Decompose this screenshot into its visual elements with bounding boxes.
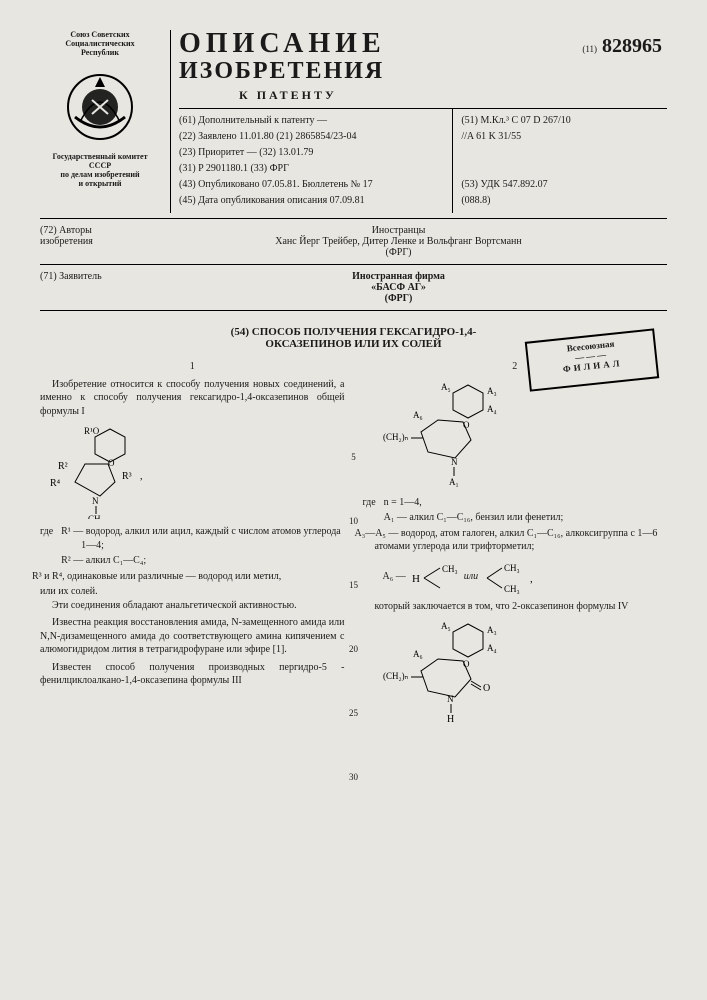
field-22: (22) Заявлено 11.01.80 (21) 2865854/23-0… xyxy=(179,129,446,145)
subtitle: К ПАТЕНТУ xyxy=(179,88,667,103)
svg-text:CH₃: CH₃ xyxy=(504,563,520,573)
meta-left: (61) Дополнительный к патенту — (22) Зая… xyxy=(179,109,453,213)
formula-4: A₅ A₃ A₄ A₆ O (CH₂)ₙ N O H xyxy=(363,619,668,729)
svg-text:R¹O: R¹O xyxy=(84,426,100,436)
ln-25: 25 xyxy=(349,709,358,718)
ln-20: 20 xyxy=(349,645,358,654)
def-r2: R² — алкил C₁—C₄; xyxy=(61,554,344,568)
committee-text: Государственный комитет СССР по делам из… xyxy=(40,152,160,188)
svg-text:A₅: A₅ xyxy=(441,621,451,631)
label-72: (72) Авторы изобретения xyxy=(40,225,130,258)
label-71: (71) Заявитель xyxy=(40,271,130,304)
svg-text:A₄: A₄ xyxy=(487,404,497,414)
patent-page: (11) 828965 Союз Советских Социалистичес… xyxy=(0,0,707,1000)
col1-p4: Известен способ получения производных пе… xyxy=(40,661,345,688)
field-53: (53) УДК 547.892.07 (088.8) xyxy=(461,177,667,209)
field-43: (43) Опубликовано 07.05.81. Бюллетень № … xyxy=(179,177,446,193)
field-45: (45) Дата опубликования описания 07.09.8… xyxy=(179,193,446,209)
where-label: где xyxy=(40,525,53,570)
union-text: Союз Советских Социалистических Республи… xyxy=(40,30,160,57)
def-r34: R³ и R⁴, одинаковые или различные — водо… xyxy=(40,570,345,584)
svg-text:R³: R³ xyxy=(122,471,132,482)
field-61: (61) Дополнительный к патенту — xyxy=(179,113,446,129)
svg-text:H: H xyxy=(412,573,420,585)
field-23: (23) Приоритет — (32) 13.01.79 xyxy=(179,145,446,161)
pub-prefix: (11) xyxy=(582,44,597,54)
a6-fragment: A₆ — H CH₃ или CH₃ CH₃, xyxy=(363,560,668,594)
svg-text:CH₃: CH₃ xyxy=(88,514,104,519)
svg-text:A₆: A₆ xyxy=(413,410,423,420)
ln-10: 10 xyxy=(349,517,358,526)
column-1: 1 Изобретение относится к способу получе… xyxy=(40,360,345,735)
ln-30: 30 xyxy=(349,773,358,782)
applicant-row: (71) Заявитель Иностранная фирма «БАСФ А… xyxy=(40,265,667,311)
svg-text:,: , xyxy=(140,471,143,482)
frag1-icon: H CH₃ xyxy=(410,560,460,594)
def-a35: A₃—A₅ — водород, атом галоген, алкил C₁—… xyxy=(363,527,668,554)
frag2-icon: CH₃ CH₃, xyxy=(482,560,537,594)
svg-text:CH₃: CH₃ xyxy=(504,584,520,594)
def-a1: A₁ — алкил C₁—C₁₆, бензил или фенетил; xyxy=(384,511,667,525)
authors-value: Иностранцы Ханс Йерг Трейбер, Дитер Ленк… xyxy=(130,225,667,258)
def-n: n = 1—4, xyxy=(384,496,667,510)
svg-text:A₃: A₃ xyxy=(487,625,497,635)
ln-5: 5 xyxy=(349,453,358,462)
svg-text:,: , xyxy=(530,573,533,585)
svg-text:A₆: A₆ xyxy=(413,649,423,659)
svg-text:O: O xyxy=(483,683,490,694)
svg-text:(CH₂)ₙ: (CH₂)ₙ xyxy=(383,432,409,442)
svg-text:N: N xyxy=(447,694,454,704)
header-block: Союз Советских Социалистических Республи… xyxy=(40,30,667,219)
applicant-value: Иностранная фирма «БАСФ АГ» (ФРГ) xyxy=(130,271,667,304)
publication-number: (11) 828965 xyxy=(582,35,662,58)
svg-text:CH₃: CH₃ xyxy=(442,564,458,574)
svg-text:N: N xyxy=(451,457,458,467)
meta-grid: (61) Дополнительный к патенту — (22) Зая… xyxy=(179,108,667,213)
formula-3: A₅ A₃ A₄ A₆ O (CH₂)ₙ N A₁ xyxy=(363,380,668,490)
field-51: (51) М.Кл.³ C 07 D 267/10 //A 61 K 31/55 xyxy=(461,113,667,145)
ussr-emblem-icon xyxy=(60,62,140,147)
col1-p1: Изобретение относится к способу получени… xyxy=(40,378,345,419)
emblem-column: Союз Советских Социалистических Республи… xyxy=(40,30,160,213)
field-31: (31) P 2901180.1 (33) ФРГ xyxy=(179,161,446,177)
authors-row: (72) Авторы изобретения Иностранцы Ханс … xyxy=(40,219,667,265)
column-2: 2 A₅A₃ A₄ A₆ O (CH₂)ₙ N A₁ где xyxy=(363,360,668,735)
svg-text:A₁: A₁ xyxy=(449,477,459,487)
col1-p2: Эти соединения обладают анальгетической … xyxy=(40,599,345,613)
col2-p1: который заключается в том, что 2-оксазеп… xyxy=(363,600,668,614)
main-title-2: ИЗОБРЕТЕНИЯ xyxy=(179,58,667,85)
where-block-2: где n = 1—4, A₁ — алкил C₁—C₁₆, бензил и… xyxy=(363,496,668,527)
svg-text:R⁴: R⁴ xyxy=(50,478,61,489)
col1-num: 1 xyxy=(40,360,345,374)
svg-text:A₅: A₅ xyxy=(441,382,451,392)
ln-15: 15 xyxy=(349,581,358,590)
svg-text:(CH₂)ₙ: (CH₂)ₙ xyxy=(383,671,409,681)
where-label-2: где xyxy=(363,496,376,527)
salts-text: или их солей. xyxy=(40,585,345,599)
svg-text:H: H xyxy=(447,714,454,725)
line-numbers: 5 10 15 20 25 30 xyxy=(349,453,358,837)
svg-text:R²: R² xyxy=(58,461,68,472)
svg-text:O: O xyxy=(463,420,470,430)
svg-text:A₄: A₄ xyxy=(487,643,497,653)
or-text: или xyxy=(464,570,478,584)
svg-text:N: N xyxy=(92,496,99,506)
svg-text:O: O xyxy=(463,659,470,669)
svg-text:A₃: A₃ xyxy=(487,386,497,396)
a6-label: A₆ — xyxy=(383,570,406,584)
col1-p3: Известна реакция восстановления амида, N… xyxy=(40,616,345,657)
pub-num-value: 828965 xyxy=(602,35,662,57)
def-r1: R¹ — водород, алкил или ацил, каждый с ч… xyxy=(61,525,344,552)
meta-right: (51) М.Кл.³ C 07 D 267/10 //A 61 K 31/55… xyxy=(453,109,667,213)
formula-1: R¹O R² R⁴ R³ O N CH₃ , xyxy=(40,424,345,519)
svg-text:O: O xyxy=(108,458,115,468)
where-block: где R¹ — водород, алкил или ацил, каждый… xyxy=(40,525,345,570)
